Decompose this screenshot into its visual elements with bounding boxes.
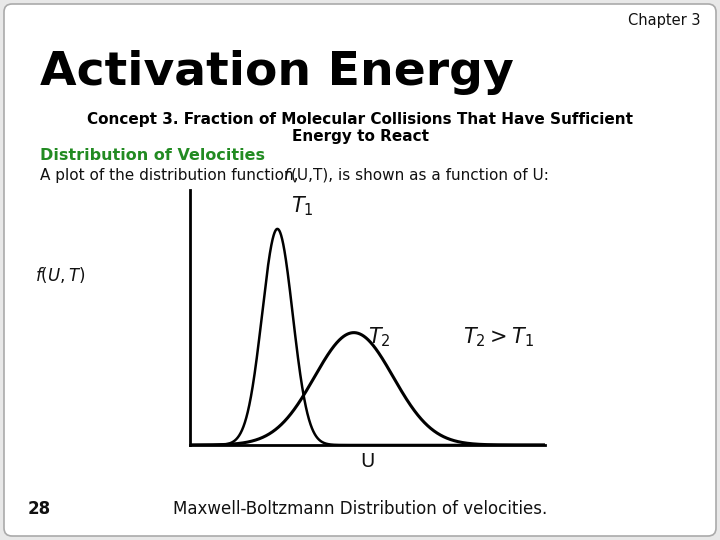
Text: 28: 28	[28, 500, 51, 518]
Text: A plot of the distribution function,: A plot of the distribution function,	[40, 168, 303, 183]
FancyBboxPatch shape	[4, 4, 716, 536]
Text: Activation Energy: Activation Energy	[40, 50, 514, 95]
Text: Maxwell-Boltzmann Distribution of velocities.: Maxwell-Boltzmann Distribution of veloci…	[173, 500, 547, 518]
Text: f: f	[284, 168, 289, 183]
Text: Concept 3. Fraction of Molecular Collisions That Have Sufficient: Concept 3. Fraction of Molecular Collisi…	[87, 112, 633, 127]
Text: Distribution of Velocities: Distribution of Velocities	[40, 148, 265, 163]
Text: (U,T), is shown as a function of U:: (U,T), is shown as a function of U:	[291, 168, 549, 183]
Text: Chapter 3: Chapter 3	[628, 13, 700, 28]
Text: Energy to React: Energy to React	[292, 129, 428, 144]
Text: $T_1$: $T_1$	[291, 194, 314, 218]
Text: $T_2 > T_1$: $T_2 > T_1$	[463, 326, 534, 349]
Text: U: U	[360, 452, 374, 471]
Text: $T_2$: $T_2$	[367, 326, 390, 349]
Text: $\it{f}$$(U,T)$: $\it{f}$$(U,T)$	[35, 265, 85, 285]
